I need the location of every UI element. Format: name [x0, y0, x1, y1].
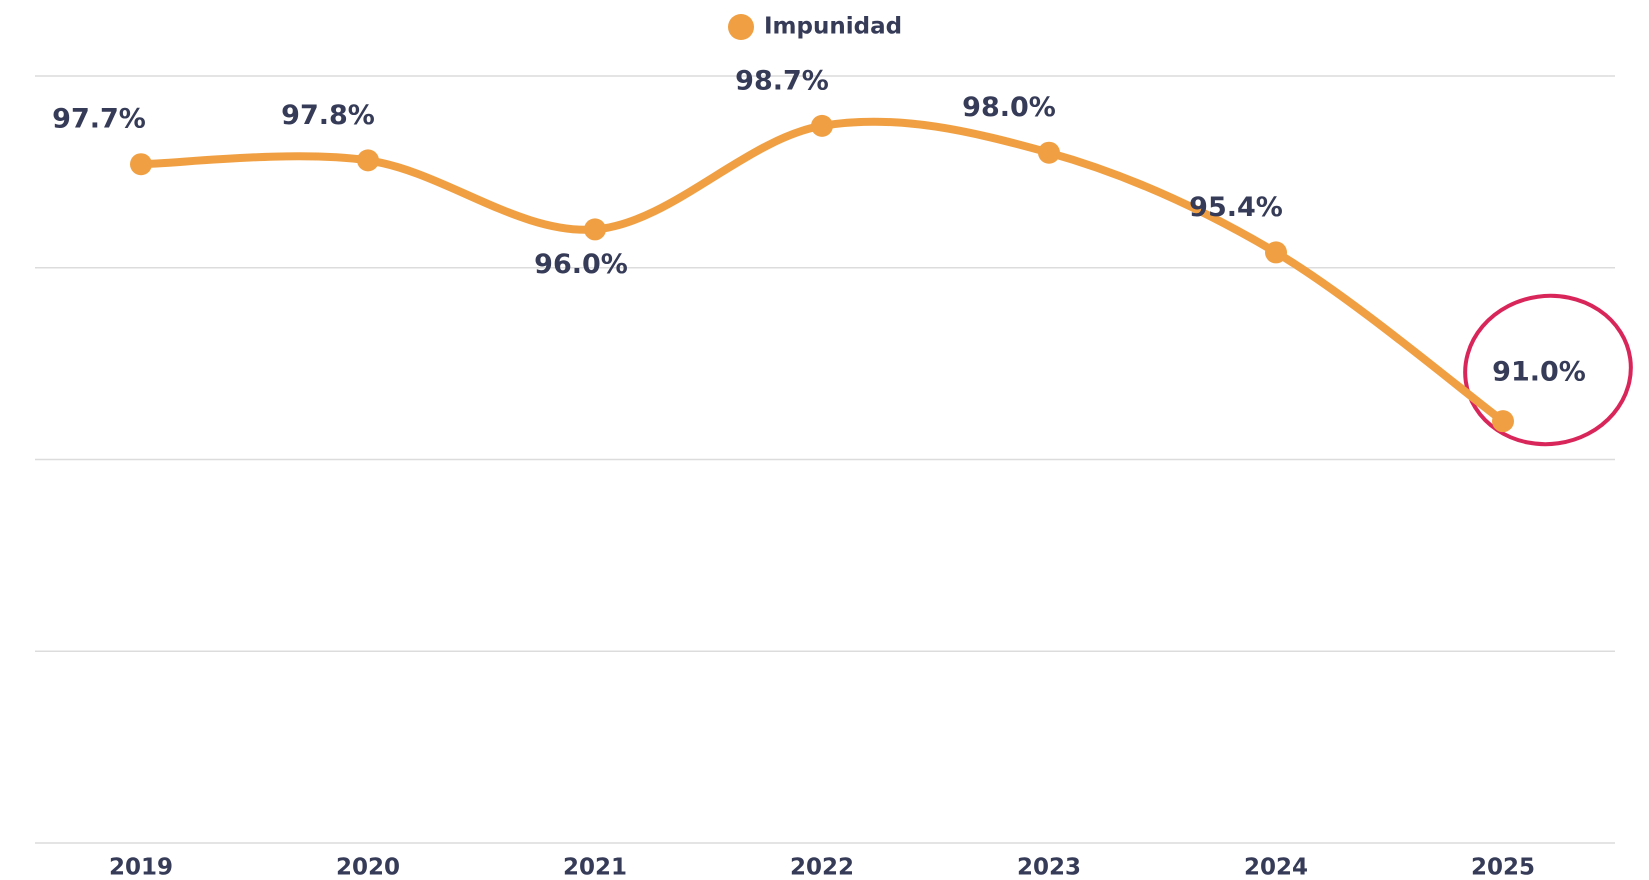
data-label: 97.7%: [52, 104, 146, 135]
point: [1492, 410, 1514, 433]
x-tick-label: 2022: [790, 855, 854, 880]
x-tick-label: 2019: [109, 855, 173, 880]
legend-label: Impunidad: [764, 14, 902, 40]
x-tick-label: 2024: [1244, 855, 1308, 880]
highlight-circle: [1463, 293, 1633, 447]
x-tick-label: 2023: [1017, 855, 1081, 880]
point: [811, 114, 833, 137]
x-tick-label: 2020: [336, 855, 400, 880]
data-label: 97.8%: [281, 100, 375, 131]
point: [130, 153, 152, 176]
data-label: 98.0%: [962, 92, 1056, 123]
data-label: 96.0%: [534, 249, 628, 280]
legend-marker: [728, 14, 754, 40]
data-label: 98.7%: [735, 65, 829, 96]
x-tick-label: 2021: [563, 855, 627, 880]
data-label: 91.0%: [1492, 357, 1586, 388]
x-tick-label: 2025: [1471, 855, 1535, 880]
line: [137, 117, 1507, 426]
point: [1038, 141, 1060, 164]
point: [1265, 241, 1287, 264]
point: [357, 149, 379, 172]
point: [584, 218, 606, 241]
data-label: 95.4%: [1189, 192, 1283, 223]
